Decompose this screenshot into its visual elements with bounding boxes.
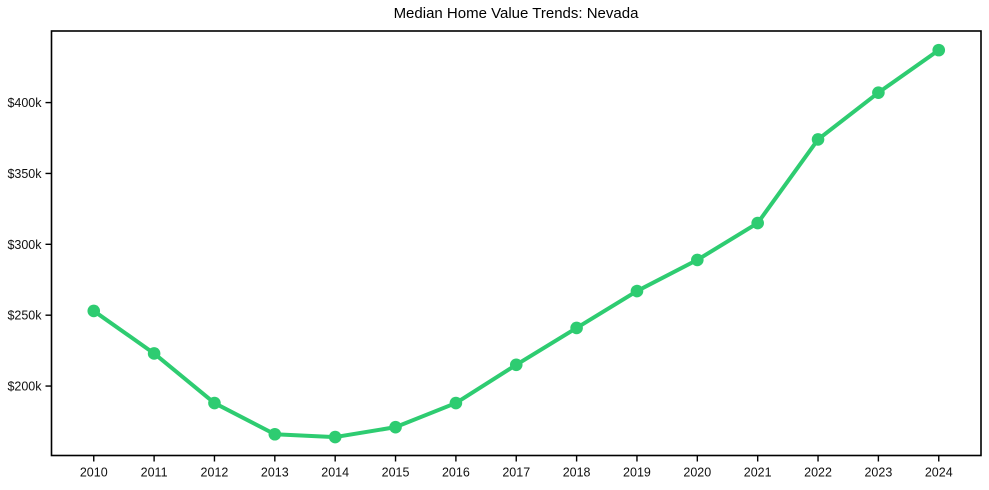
x-tick-label: 2013 (261, 466, 289, 480)
x-tick-label: 2014 (321, 466, 349, 480)
data-point-2020 (691, 253, 704, 267)
x-tick-label: 2024 (925, 466, 953, 480)
y-tick-label: $350k (7, 167, 42, 181)
x-tick-label: 2018 (563, 466, 591, 480)
y-tick-label: $400k (7, 96, 42, 110)
data-point-2012 (208, 396, 221, 410)
plot-frame (50, 30, 982, 457)
y-tick-label: $300k (7, 238, 42, 252)
data-point-2014 (328, 430, 342, 444)
x-tick-label: 2015 (382, 466, 410, 480)
data-point-2021 (751, 216, 764, 230)
x-tick-label: 2022 (804, 466, 832, 480)
data-point-2018 (570, 321, 583, 335)
x-tick-label: 2016 (442, 466, 470, 480)
data-point-2010 (87, 304, 101, 318)
data-point-2016 (449, 396, 463, 410)
y-tick-label: $250k (7, 309, 42, 323)
x-tick-label: 2019 (623, 466, 651, 480)
data-point-2023 (872, 86, 885, 99)
data-point-2022 (811, 133, 825, 146)
data-point-2024 (932, 43, 946, 57)
x-tick-label: 2011 (141, 466, 168, 480)
x-tick-label: 2010 (80, 466, 108, 480)
data-point-2017 (509, 358, 523, 372)
x-tick-label: 2020 (683, 466, 711, 480)
data-point-2013 (268, 427, 282, 441)
data-point-2019 (630, 284, 644, 298)
chart-title: Median Home Value Trends: Nevada (393, 5, 639, 22)
x-tick-label: 2017 (502, 466, 530, 480)
x-tick-label: 2012 (201, 466, 229, 480)
data-point-2015 (389, 420, 402, 434)
x-tick-label: 2023 (864, 466, 892, 480)
trend-line (91, 48, 941, 440)
x-tick-label: 2021 (744, 466, 772, 480)
y-tick-label: $200k (7, 380, 42, 394)
data-point-2011 (147, 347, 161, 360)
